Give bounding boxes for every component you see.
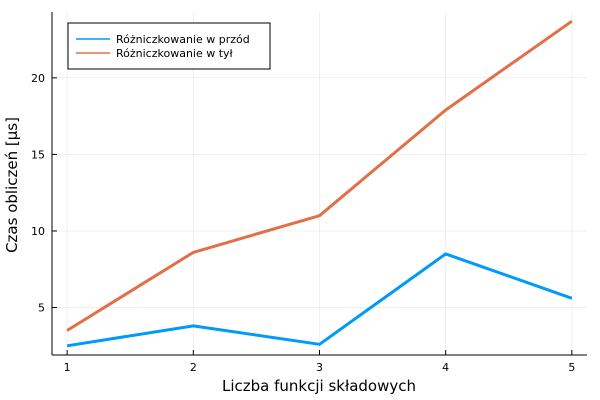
y-ticks: 5 10 15 20 <box>31 72 57 315</box>
series-line-2 <box>66 19 573 332</box>
y-tick-label: 15 <box>31 148 45 161</box>
legend-label-2: Różniczkowanie w tył <box>116 47 234 60</box>
series-lines <box>66 19 573 348</box>
series-line-1 <box>66 252 573 348</box>
y-tick-label: 20 <box>31 72 45 85</box>
legend-box <box>67 22 271 70</box>
x-tick-label: 1 <box>64 361 71 374</box>
y-axis-title: Czas obliczeń [μs] <box>3 117 21 253</box>
y-tick-label: 5 <box>38 302 45 315</box>
x-tick-label: 5 <box>568 361 575 374</box>
x-ticks: 1 2 3 4 5 <box>64 350 575 374</box>
x-tick-label: 4 <box>442 361 449 374</box>
x-tick-label: 2 <box>190 361 197 374</box>
x-tick-label: 3 <box>316 361 323 374</box>
x-axis-title: Liczba funkcji składowych <box>222 377 416 395</box>
y-tick-label: 10 <box>31 225 45 238</box>
legend-label-1: Różniczkowanie w przód <box>116 33 250 46</box>
